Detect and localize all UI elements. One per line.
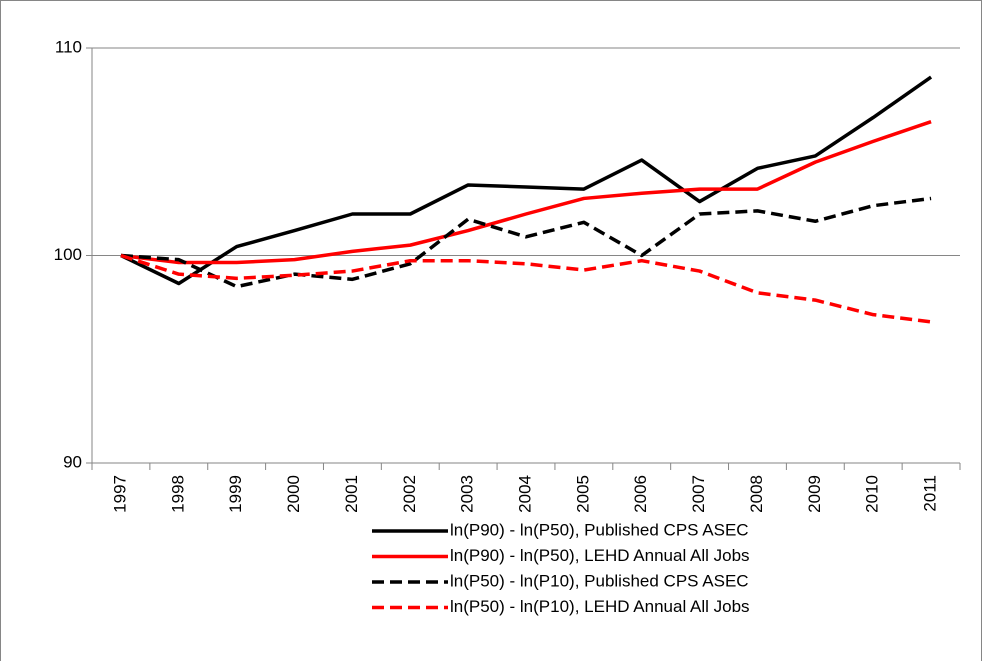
x-tick-label: 1997 <box>110 475 129 513</box>
legend-label: ln(P90) - ln(P50), LEHD Annual All Jobs <box>450 546 750 565</box>
x-tick-label: 2011 <box>921 475 940 512</box>
x-tick-label: 2004 <box>515 475 534 513</box>
y-tick-label: 90 <box>63 452 82 471</box>
series-line <box>120 75 933 286</box>
series-line <box>120 196 932 289</box>
x-tick-label: 2008 <box>747 475 766 513</box>
x-tick-label: 1999 <box>226 475 245 513</box>
legend-label: ln(P90) - ln(P50), Published CPS ASEC <box>450 520 749 539</box>
x-tick-label: 2007 <box>689 475 708 513</box>
x-tick-label: 2010 <box>863 475 882 513</box>
x-tick-label: 2001 <box>342 475 361 513</box>
x-tick-label: 2009 <box>805 475 824 513</box>
legend-label: ln(P50) - ln(P10), Published CPS ASEC <box>450 571 749 590</box>
x-tick-label: 2002 <box>400 475 419 513</box>
y-tick-label: 100 <box>54 245 82 264</box>
x-tick-label: 2003 <box>458 475 477 513</box>
x-tick-label: 2000 <box>284 475 303 513</box>
series-line <box>120 253 932 324</box>
x-tick-label: 2006 <box>631 475 650 513</box>
series-line <box>120 120 932 265</box>
x-tick-label: 2005 <box>573 475 592 513</box>
y-tick-label: 110 <box>55 37 82 56</box>
legend-label: ln(P50) - ln(P10), LEHD Annual All Jobs <box>450 597 750 616</box>
x-tick-label: 1998 <box>168 475 187 513</box>
